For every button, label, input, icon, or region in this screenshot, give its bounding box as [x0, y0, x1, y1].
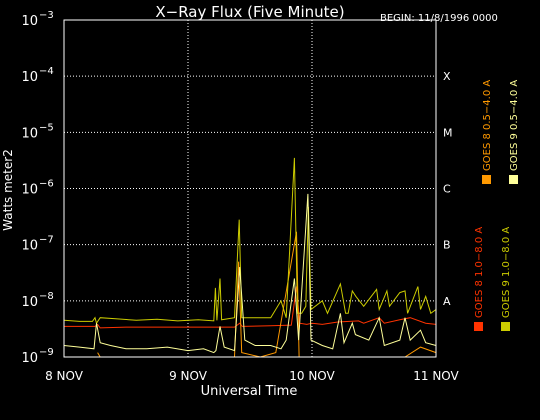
y-tick-labels: 10−910−810−710−610−510−410−3: [21, 10, 53, 366]
y-tick-label: 10: [21, 295, 38, 310]
flare-class-label: M: [443, 126, 453, 139]
y-axis-label: Watts meter2: [1, 149, 15, 231]
y-tick-exponent: −3: [39, 10, 54, 21]
legend-swatch: [501, 322, 510, 331]
x-axis-label: Universal Time: [201, 384, 298, 399]
flare-class-label: X: [443, 70, 451, 83]
legend-label: GOES 8 1.0−8.0 A: [474, 227, 485, 318]
y-tick-exponent: −6: [39, 179, 54, 190]
y-tick-exponent: −4: [39, 66, 54, 77]
x-tick-label: 11 NOV: [413, 369, 459, 383]
flare-class-label: B: [443, 239, 451, 252]
flare-class-label: A: [443, 295, 451, 308]
series-line: [63, 193, 437, 354]
legend-swatch: [509, 175, 518, 184]
x-tick-label: 9 NOV: [169, 369, 208, 383]
y-tick-label: 10: [21, 183, 38, 198]
chart-title: X−Ray Flux (Five Minute): [155, 3, 344, 21]
y-tick-exponent: −7: [39, 235, 54, 246]
x-tick-label: 10 NOV: [289, 369, 335, 383]
y-tick-label: 10: [21, 14, 38, 29]
y-tick-label: 10: [21, 126, 38, 141]
y-tick-exponent: −8: [39, 291, 54, 302]
plot-frame: [63, 19, 437, 358]
legend: GOES 8 1.0−8.0 A GOES 8 0.5−4.0 A GOES 9 1…: [474, 80, 520, 331]
x-tick-labels: 8 NOV 9 NOV 10 NOV 11 NOV: [45, 369, 459, 383]
y-tick-label: 10: [21, 351, 38, 366]
legend-swatch: [482, 175, 491, 184]
grid-lines: [64, 20, 436, 357]
y-tick-exponent: −9: [39, 347, 54, 358]
x-tick-label: 8 NOV: [45, 369, 84, 383]
series-line: [63, 157, 437, 325]
legend-label: GOES 9 1.0−8.0 A: [501, 227, 512, 318]
legend-swatch: [474, 322, 483, 331]
y-tick-label: 10: [21, 239, 38, 254]
flare-class-labels: A B C M X: [443, 70, 453, 308]
y-tick-label: 10: [21, 70, 38, 85]
flare-class-label: C: [443, 183, 451, 196]
begin-label: BEGIN: 11/8/1996 0000: [380, 13, 498, 24]
legend-label: GOES 8 0.5−4.0 A: [482, 80, 493, 171]
y-tick-exponent: −5: [39, 122, 54, 133]
legend-label: GOES 9 0.5−4.0 A: [509, 80, 520, 171]
